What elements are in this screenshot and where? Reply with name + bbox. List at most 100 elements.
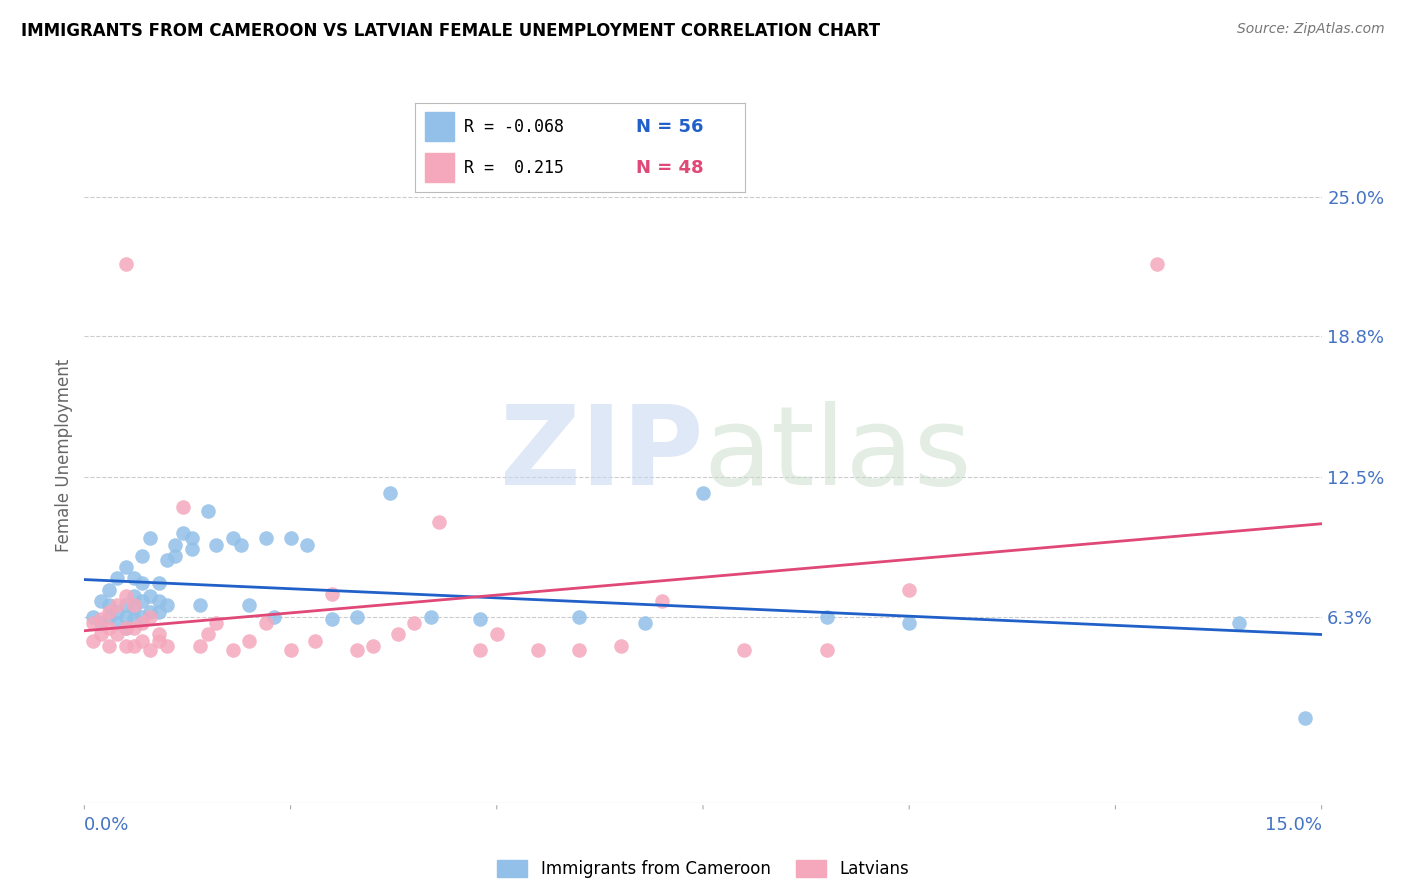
Point: [346, 643, 368, 657]
Point: [98, 599, 121, 613]
Point: [651, 594, 673, 608]
Point: [1146, 257, 1168, 271]
Point: [122, 600, 145, 615]
Point: [254, 531, 277, 545]
Point: [131, 609, 153, 624]
Point: [172, 500, 194, 514]
Point: [148, 594, 170, 608]
Point: [98, 605, 121, 619]
Point: [82, 609, 104, 624]
Point: [634, 616, 657, 631]
Point: [114, 621, 136, 635]
Point: [122, 590, 145, 604]
Point: [404, 616, 426, 631]
Point: [238, 634, 260, 648]
Point: [114, 639, 136, 653]
Point: [114, 560, 136, 574]
Text: N = 48: N = 48: [636, 159, 704, 177]
Point: [98, 582, 121, 597]
Text: ZIP: ZIP: [499, 401, 703, 508]
Point: [131, 549, 153, 563]
Bar: [425, 112, 454, 141]
Point: [131, 594, 153, 608]
Point: [568, 643, 591, 657]
Point: [609, 639, 631, 653]
Point: [815, 643, 838, 657]
Point: [98, 639, 121, 653]
Point: [427, 515, 450, 529]
Point: [131, 634, 153, 648]
Point: [485, 627, 508, 641]
Text: N = 56: N = 56: [636, 118, 703, 136]
Point: [172, 526, 194, 541]
Point: [156, 599, 179, 613]
Text: atlas: atlas: [703, 401, 972, 508]
Point: [114, 590, 136, 604]
Point: [568, 609, 591, 624]
Text: IMMIGRANTS FROM CAMEROON VS LATVIAN FEMALE UNEMPLOYMENT CORRELATION CHART: IMMIGRANTS FROM CAMEROON VS LATVIAN FEMA…: [21, 22, 880, 40]
Point: [470, 643, 492, 657]
Text: R =  0.215: R = 0.215: [464, 159, 564, 177]
Point: [82, 634, 104, 648]
Point: [205, 538, 228, 552]
Point: [114, 599, 136, 613]
Point: [105, 627, 128, 641]
Point: [90, 594, 112, 608]
Point: [361, 639, 384, 653]
Point: [90, 616, 112, 631]
Point: [321, 587, 343, 601]
Point: [733, 643, 755, 657]
Text: Source: ZipAtlas.com: Source: ZipAtlas.com: [1237, 22, 1385, 37]
Text: R = -0.068: R = -0.068: [464, 118, 564, 136]
Point: [295, 538, 318, 552]
Point: [898, 616, 921, 631]
Point: [98, 621, 121, 635]
Point: [222, 643, 245, 657]
Point: [139, 590, 162, 604]
Point: [188, 639, 211, 653]
Point: [238, 599, 260, 613]
Text: 15.0%: 15.0%: [1264, 816, 1322, 834]
Point: [321, 612, 343, 626]
Point: [378, 486, 401, 500]
Point: [419, 609, 441, 624]
Point: [148, 627, 170, 641]
Point: [188, 599, 211, 613]
Point: [139, 643, 162, 657]
Point: [280, 643, 302, 657]
Point: [122, 599, 145, 613]
Point: [387, 627, 409, 641]
Point: [105, 599, 128, 613]
Point: [122, 621, 145, 635]
Point: [122, 612, 145, 626]
Point: [263, 609, 285, 624]
Point: [180, 542, 202, 557]
Legend: Immigrants from Cameroon, Latvians: Immigrants from Cameroon, Latvians: [491, 854, 915, 885]
Bar: [425, 153, 454, 182]
Point: [114, 621, 136, 635]
Point: [156, 553, 179, 567]
Point: [165, 538, 187, 552]
Point: [122, 639, 145, 653]
Y-axis label: Female Unemployment: Female Unemployment: [55, 359, 73, 551]
Point: [692, 486, 714, 500]
Point: [527, 643, 550, 657]
Point: [280, 531, 302, 545]
Point: [197, 627, 219, 641]
Point: [254, 616, 277, 631]
Point: [229, 538, 252, 552]
Point: [1227, 616, 1250, 631]
Point: [114, 257, 136, 271]
Point: [114, 609, 136, 624]
Point: [90, 612, 112, 626]
Point: [148, 634, 170, 648]
Point: [1294, 710, 1316, 724]
Point: [346, 609, 368, 624]
Point: [105, 571, 128, 585]
Point: [105, 616, 128, 631]
Point: [122, 571, 145, 585]
Point: [139, 531, 162, 545]
Point: [898, 582, 921, 597]
Text: 0.0%: 0.0%: [84, 816, 129, 834]
Point: [139, 609, 162, 624]
